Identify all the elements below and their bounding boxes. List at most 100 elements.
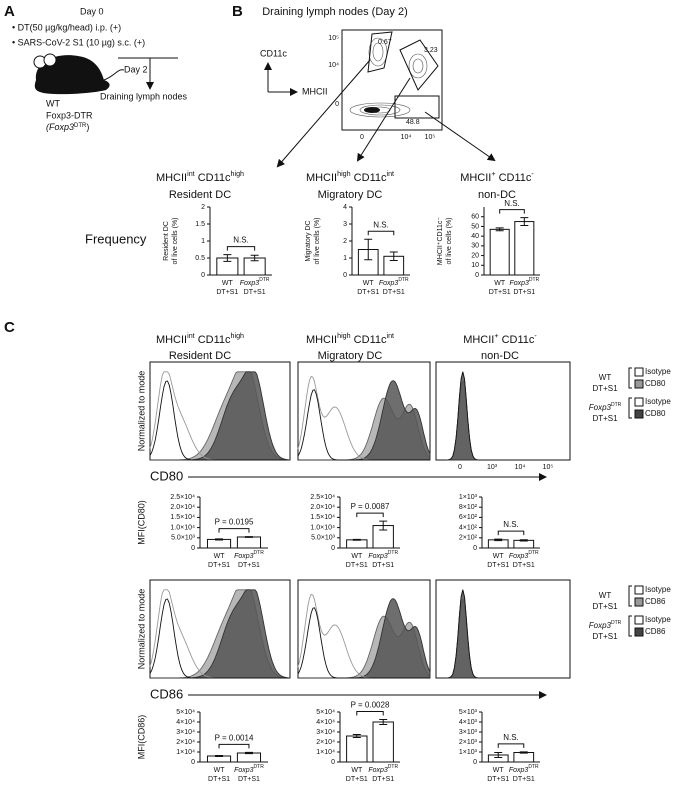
category-sup: DTR [259,277,270,283]
significance-label: N.S. [504,199,520,208]
error-bar [494,752,503,758]
y-tick-label: 5×10⁴ [176,709,195,716]
legend-group-part: DTR [611,620,622,626]
population-header-part: MHCII [306,172,337,184]
y-tick-label: 20 [471,252,479,259]
population-header-part: + [491,170,495,178]
mouse-label-part: (Foxp3 [46,122,74,132]
population-header-part: int [187,332,195,340]
y-tick-label: 2 [201,204,205,211]
legend-swatch [634,615,644,625]
y-tick-label: 0 [201,272,205,279]
legend-group: DT+S1 [592,414,618,423]
contour [408,53,428,79]
population-header-part: int [387,170,395,178]
marker-label: CD80 [150,468,183,483]
error-bar [364,238,373,261]
x-tick-note: DT+S1 [489,289,511,296]
x-tick-note: DT+S1 [208,562,230,569]
population-header-part: MHCII [156,172,187,184]
hist-ylabel: Normalized to mode [136,589,146,670]
legend-group-part: Foxp3 [589,621,612,630]
histogram-curve [149,380,290,461]
y-tick-label: 10 [471,262,479,269]
bar [513,539,535,549]
legend-label: Isotype [645,585,671,594]
population-name: non-DC [478,189,516,201]
category: WT [494,280,506,287]
y-tick-label: 40 [471,233,479,240]
significance-label: P = 0.0195 [215,518,254,527]
category-sup: DTR [398,277,409,283]
y-tick-label: 0.5 [195,255,205,262]
contour [368,37,388,67]
population-header-part: high [231,170,245,178]
population-name: non-DC [481,350,519,362]
x-tick-label: Foxp3DTR [234,550,264,560]
category: Foxp3 [368,767,388,774]
category-sup: DTR [529,277,540,283]
legend-label: CD86 [645,627,666,636]
histogram-curve [436,371,570,461]
population-header-part: MHCII [306,334,337,346]
legend-group-part: DTR [611,402,622,408]
bullet: • SARS-CoV-2 S1 (10 µg) s.c. (+) [12,37,145,47]
x-tick-label: WT [214,553,226,560]
population-name: Migratory DC [318,350,383,362]
y-tick-label: 4×10⁴ [316,719,335,726]
x-tick-note: DT+S1 [238,562,260,569]
population-header: MHCII+ CD11c- [463,332,537,346]
x-tick-label: WT [494,280,506,287]
legend-group: WT [599,591,612,600]
y-tick-label: 5.0×10³ [311,535,336,542]
y-tick-label: 0 [343,272,347,279]
population-header-part: MHCII [460,172,491,184]
y-tick-label: 0 [331,545,335,552]
x-tick-note: DT+S1 [238,776,260,783]
significance-label: N.S. [503,520,519,529]
y-tick-label: 0 [473,759,477,766]
population-name: Migratory DC [318,189,383,201]
bar [346,539,368,549]
y-axis-label: MFI(CD86) [136,715,146,760]
y-axis-label: of live cells (%) [314,217,321,264]
legend-swatch [634,379,644,389]
y-tick-label: 1.5×10⁴ [310,514,335,521]
error-bar [389,251,398,262]
category: Foxp3 [379,280,399,287]
x-tick-label: WT [214,767,226,774]
population-header-part: CD11c [351,172,387,184]
y-tick-label: 2.0×10⁴ [310,504,335,511]
y-tick-label: 1×10³ [459,749,478,756]
y-tick-label: 5.0×10³ [171,535,196,542]
legend-group: DT+S1 [592,632,618,641]
significance-bracket [226,246,256,251]
y-tick-label: 2×10⁴ [176,739,195,746]
population-header-part: CD11c [195,334,231,346]
x-tick-label: WT [351,553,363,560]
category: Foxp3 [509,767,529,774]
x-tick-label: Foxp3DTR [509,550,539,560]
arrow [356,77,411,162]
population-header-part: + [494,332,498,340]
bar [346,735,368,763]
population-header-part: - [534,332,537,340]
x-tick-label: WT [222,280,234,287]
legend-group: Foxp3DTR [589,620,622,630]
population-header-part: MHCII [463,334,494,346]
mouse-label-part: DTR [74,123,87,129]
category: WT [493,767,505,774]
destination: Draining lymph nodes [100,91,188,101]
population-header: MHCIIint CD11chigh [156,332,244,346]
y-tick-label: 1 [343,255,347,262]
population-header-part: high [231,332,245,340]
category-sup: DTR [528,764,539,770]
significance-label: N.S. [503,733,519,742]
flow-tick: 10⁵ [328,35,339,42]
panel-label: B [232,3,243,20]
y-tick-label: 1 [201,238,205,245]
flow-tick: 10⁴ [401,134,412,141]
bullet: • DT(50 µg/kg/head) i.p. (+) [12,22,121,32]
bar [236,752,262,763]
